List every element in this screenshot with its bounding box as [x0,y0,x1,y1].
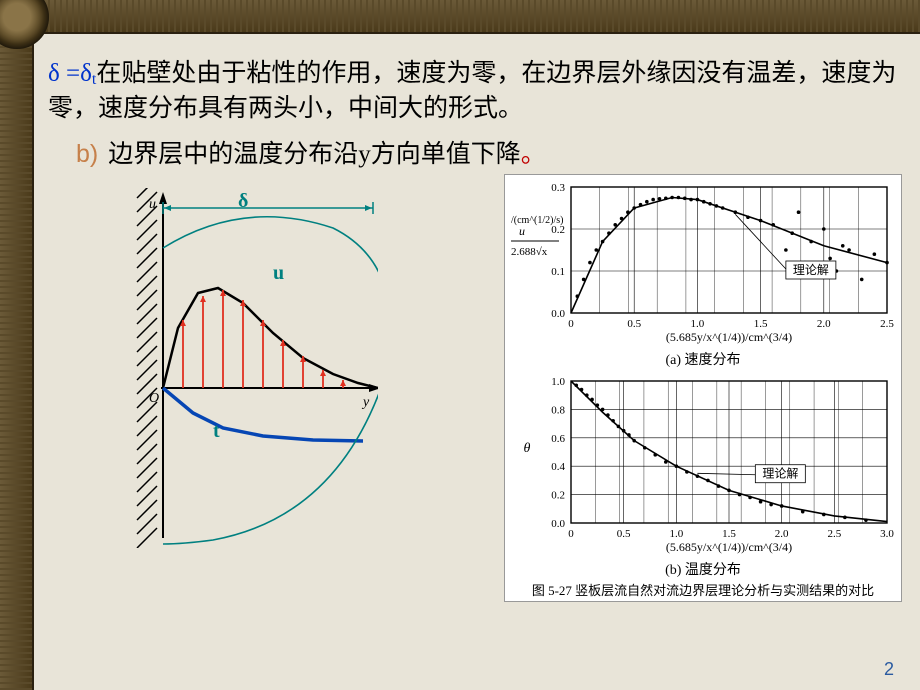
svg-text:2.5: 2.5 [880,318,894,330]
chart-caption: 图 5-27 竖板层流自然对流边界层理论分析与实测结果的对比 [505,580,901,599]
decorative-border-top [0,0,920,34]
chart-b-title: (b) 温度分布 [505,559,901,579]
svg-text:2.688√x: 2.688√x [511,246,548,258]
svg-text:1.0: 1.0 [691,318,705,330]
svg-text:0.0: 0.0 [551,518,565,530]
svg-text:0.5: 0.5 [627,318,641,330]
paragraph-2: b) 边界层中的温度分布沿y方向单值下降。 [48,134,912,170]
para2-period: 。 [521,141,546,168]
delta-eq: δ =δ [48,60,92,87]
svg-text:2.0: 2.0 [817,318,831,330]
svg-text:u: u [519,224,525,238]
slide-content: δ =δ t 在贴壁处由于粘性的作用，速度为零，在边界层外缘因没有温差，速度为零，速… [34,34,920,690]
svg-text:理论解: 理论解 [793,263,829,277]
svg-text:1.0: 1.0 [551,376,565,388]
svg-text:(5.685y/x^(1/4))/cm^(3/4): (5.685y/x^(1/4))/cm^(3/4) [666,540,792,554]
svg-text:/(cm^(1/2)/s): /(cm^(1/2)/s) [511,215,563,226]
label-delta: δ [238,190,248,213]
svg-text:0.4: 0.4 [551,462,565,474]
svg-text:2.5: 2.5 [827,528,841,540]
label-u: u [273,262,284,285]
svg-text:1.0: 1.0 [669,528,683,540]
label-t: t [213,420,220,443]
svg-text:u: u [149,197,156,212]
decorative-border-left [0,34,34,690]
svg-text:y: y [361,395,370,410]
svg-text:0.5: 0.5 [617,528,631,540]
svg-text:3.0: 3.0 [880,528,894,540]
svg-text:0: 0 [568,528,574,540]
page-number: 2 [884,659,894,680]
svg-text:0.8: 0.8 [551,405,565,417]
svg-text:0: 0 [568,318,574,330]
para2-text: 边界层中的温度分布沿y方向单值下降 [108,141,521,168]
paragraph-1: δ =δt在贴壁处由于粘性的作用，速度为零，在边界层外缘因没有温差，速度为零，速… [48,56,912,126]
svg-text:(5.685y/x^(1/4))/cm^(3/4): (5.685y/x^(1/4))/cm^(3/4) [666,330,792,344]
svg-text:0.0: 0.0 [551,308,565,320]
svg-text:0.2: 0.2 [551,490,565,502]
svg-text:2.0: 2.0 [775,528,789,540]
para1-text: 在贴壁处由于粘性的作用，速度为零，在边界层外缘因没有温差，速度为零，速度分布具有… [48,60,896,122]
figure-right: 0 0.5 1.0 1.5 2.0 2.5 0.0 0.1 0.2 0.3 (5.685y/x^(1… [504,174,902,602]
bullet-b: b) [76,140,98,168]
svg-text:θ: θ [524,441,531,456]
svg-text:O: O [149,391,159,406]
svg-text:1.5: 1.5 [722,528,736,540]
svg-text:0.1: 0.1 [551,266,565,278]
figure-left: y Ou δ u t [118,188,378,548]
chart-a-title: (a) 速度分布 [505,349,901,369]
svg-text:1.5: 1.5 [754,318,768,330]
svg-text:理论解: 理论解 [762,467,798,481]
svg-text:0.3: 0.3 [551,182,565,194]
figures-area: yOu δ u t 00.51.01.52.02.50.00.10.20.3(5… [48,188,912,608]
svg-text:0.6: 0.6 [551,433,565,445]
